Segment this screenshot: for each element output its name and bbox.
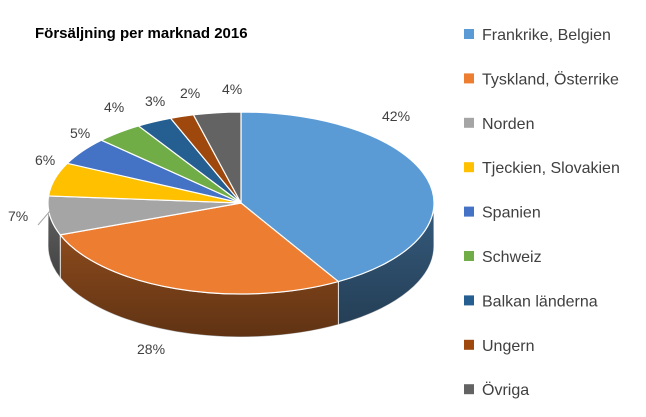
data-label-0: 42% — [382, 108, 410, 124]
legend-swatch-3 — [464, 162, 474, 173]
leader-line-2 — [37, 210, 51, 226]
legend-label-8: Övriga — [482, 381, 529, 399]
legend-swatch-1 — [464, 73, 474, 84]
slice-1 — [59, 202, 340, 295]
slice-side-shade-2 — [48, 203, 61, 278]
pie-tops — [47, 111, 435, 295]
legend-label-4: Spanien — [482, 205, 541, 222]
data-label-7: 2% — [180, 85, 200, 101]
legend-label-0: Frankrike, Belgien — [482, 27, 611, 44]
slice-side-shade-1 — [60, 234, 339, 337]
data-label-3: 6% — [35, 152, 55, 168]
legend-label-6: Balkan länderna — [482, 293, 598, 310]
legend-swatch-2 — [464, 117, 474, 128]
legend-swatch-4 — [464, 206, 474, 217]
legend-swatch-5 — [464, 251, 474, 261]
legend-label-5: Schweiz — [482, 249, 542, 266]
slice-8 — [192, 111, 242, 204]
data-label-6: 3% — [145, 93, 165, 109]
slice-0 — [240, 111, 435, 283]
legend-swatch-8 — [464, 384, 474, 395]
legend-label-3: Tjeckien, Slovakien — [482, 160, 620, 177]
data-label-5: 4% — [104, 99, 124, 115]
legend-swatch-6 — [464, 295, 474, 306]
data-label-4: 5% — [70, 125, 90, 141]
legend-swatch-7 — [464, 339, 474, 350]
chart-title: Försäljning per marknad 2016 — [35, 25, 248, 42]
data-label-8: 4% — [222, 81, 242, 97]
legend-swatch-0 — [464, 29, 474, 39]
legend: Frankrike, Belgien Tyskland, Österrike Nor… — [464, 27, 620, 399]
legend-label-7: Ungern — [482, 338, 534, 355]
legend-label-2: Norden — [482, 116, 534, 133]
data-label-1: 28% — [137, 341, 165, 357]
data-label-2: 7% — [8, 208, 28, 224]
legend-label-1: Tyskland, Österrike — [482, 70, 619, 88]
slice-labels: 42% 28% 7% 6% 5% 4% 3% 2% 4% — [8, 81, 410, 357]
